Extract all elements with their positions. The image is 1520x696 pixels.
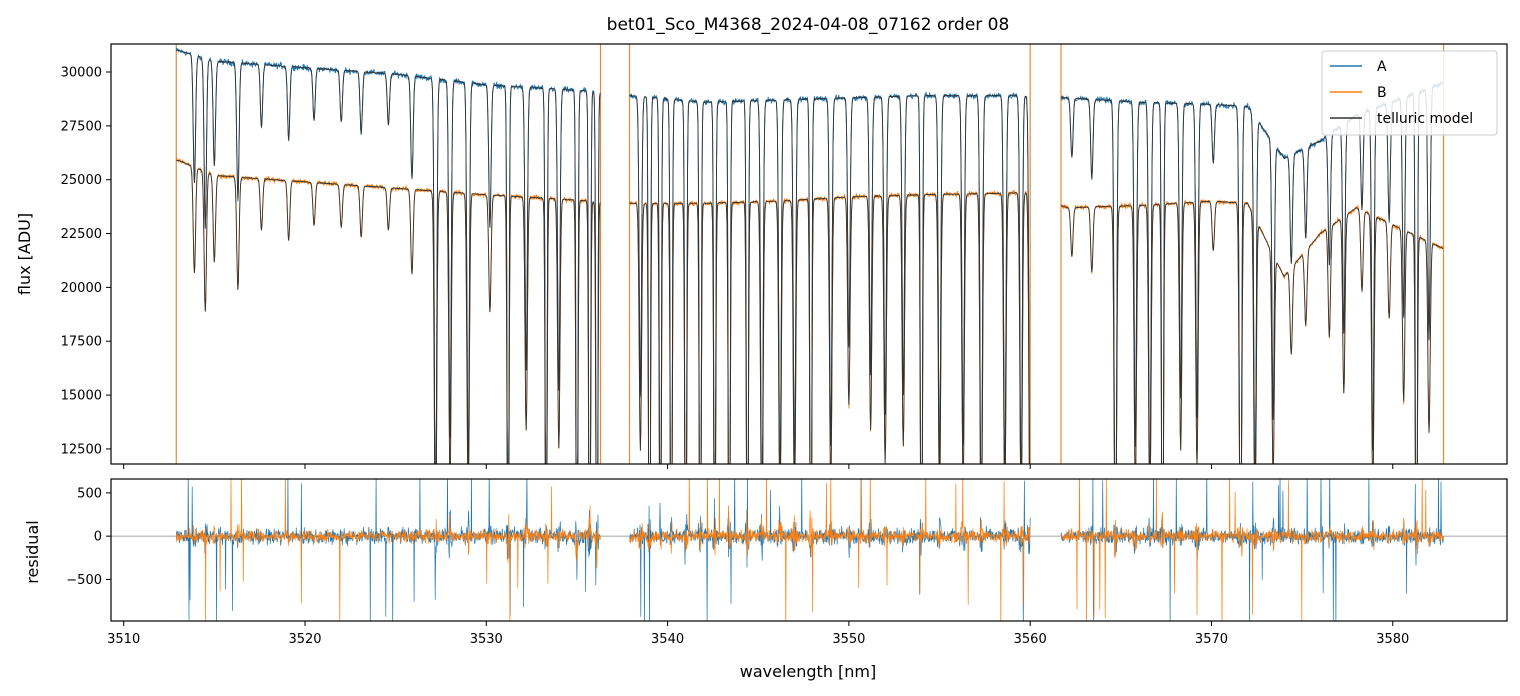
telluric-model-b-segment-0: [176, 159, 601, 464]
residual-y-ticks: −500 0 500: [66, 486, 111, 588]
telluric-model-b-segment-1: [629, 191, 1030, 464]
residual-series-b-segment-1: [629, 479, 1031, 621]
telluric-model-a-segment-1: [629, 94, 1031, 464]
flux-axes-frame: [110, 43, 1508, 465]
flux-y-tick-label-6: 27500: [61, 119, 102, 134]
flux-y-tick-label-1: 15000: [61, 389, 102, 404]
residual-series-b-segment-0: [175, 479, 601, 621]
legend-label-telluric: telluric model: [1377, 111, 1473, 127]
residual-x-ticks: 3510 3520 3530 3540 3550 3560 3570 3580: [107, 621, 1409, 647]
flux-y-tick-label-0: 12500: [61, 442, 102, 457]
legend: A B telluric model: [1321, 50, 1498, 136]
flux-y-tick-label-7: 30000: [61, 66, 102, 81]
x-tick-label-6: 3570: [1195, 632, 1228, 647]
residual-y-tick-label-1: 0: [94, 530, 102, 545]
flux-y-tick-label-3: 20000: [61, 281, 102, 296]
legend-box: [1321, 50, 1498, 136]
legend-label-b: B: [1377, 85, 1387, 101]
x-tick-label-5: 3560: [1014, 632, 1047, 647]
x-tick-label-4: 3550: [832, 632, 865, 647]
x-tick-label-2: 3530: [470, 632, 503, 647]
flux-panel: 12500 15000 17500 20000 22500 25000 27500 30000…: [15, 43, 1508, 469]
residual-y-tick-label-0: −500: [66, 573, 102, 588]
telluric-model-b-segment-2: [1060, 200, 1444, 464]
x-tick-label-7: 3580: [1376, 632, 1409, 647]
residual-axes-frame: [110, 478, 1508, 622]
flux-y-tick-label-4: 22500: [61, 227, 102, 242]
x-axis-label: wavelength [nm]: [740, 662, 877, 681]
legend-label-a: A: [1377, 59, 1387, 75]
telluric-model-a-segment-0: [176, 49, 601, 464]
flux-y-axis-label: flux [ADU]: [15, 213, 34, 295]
residual-panel: −500 0 500 3510 3520 3530 3540 3550 3560 3570 358…: [23, 478, 1508, 681]
chart-title: bet01_Sco_M4368_2024-04-08_07162 order 0…: [607, 15, 1010, 35]
x-tick-label-1: 3520: [288, 632, 321, 647]
residual-y-axis-label: residual: [23, 520, 42, 583]
residual-series-b-segment-2: [1060, 479, 1444, 621]
residual-y-tick-label-2: 500: [77, 486, 102, 501]
x-tick-label-3: 3540: [651, 632, 684, 647]
residual-series-group: [111, 479, 1507, 621]
flux-y-ticks: 12500 15000 17500 20000 22500 25000 27500 30000: [61, 66, 111, 457]
flux-y-tick-label-5: 25000: [61, 173, 102, 188]
flux-x-ticks: [123, 464, 1394, 469]
x-tick-label-0: 3510: [107, 632, 140, 647]
flux-y-tick-label-2: 17500: [61, 335, 102, 350]
